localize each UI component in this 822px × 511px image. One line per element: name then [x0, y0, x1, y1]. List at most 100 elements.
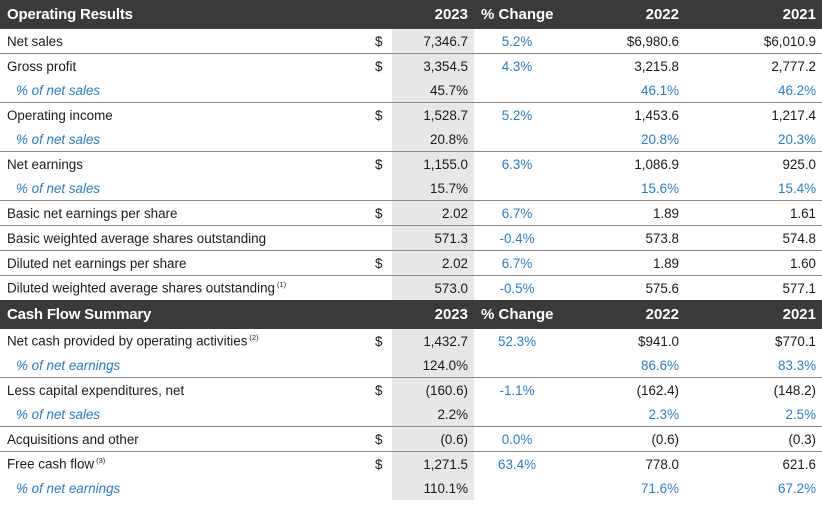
value-2021: 2.5% [785, 406, 816, 422]
value-2023: 20.8% [392, 127, 474, 152]
table-row: Operating income $1,528.7 5.2% 1,453.6 1,217… [0, 102, 822, 127]
value-2021: $6,010.9 [763, 33, 816, 49]
value-2021: (0.3) [685, 426, 822, 452]
section-title: Cash Flow Summary [0, 300, 372, 329]
value-2021: 2,777.2 [685, 53, 822, 78]
year-2021-header: 2021 [685, 0, 822, 29]
value-2022: 575.6 [559, 275, 685, 300]
value-2021: 83.3% [778, 357, 816, 373]
row-label-text: % of net earnings [16, 480, 121, 496]
value-2023: 7,346.7 [392, 29, 474, 54]
table-row: Net sales $7,346.7 5.2% $6,980.6 $6,010.9 [0, 29, 822, 54]
row-label-text: Acquisitions and other [7, 431, 139, 447]
row-label-text: Diluted weighted average shares outstand… [7, 280, 275, 296]
dollar-sign [372, 78, 392, 103]
dollar-sign [372, 275, 392, 300]
value-2021: 46.2% [778, 82, 816, 98]
value-2023: 110.1% [392, 476, 474, 500]
table-row: Acquisitions and other $ (0.6) 0.0% (0.6) (0.… [0, 426, 822, 452]
value-2023: (160.6) [392, 377, 474, 402]
row-label: % of net sales [0, 176, 372, 201]
table-row: Free cash flow (3) $1,271.5 63.4% 778.0 621.6 [0, 451, 822, 476]
value-2023: 1,432.7 [392, 329, 474, 353]
row-label-text: Less capital expenditures, net [7, 382, 185, 398]
row-label: Free cash flow (3) [0, 451, 372, 476]
value-2021: 1.60 [685, 250, 822, 276]
financial-summary-table: Operating Results 2023 % Change 2022 202… [0, 0, 822, 500]
row-label-text: Diluted net earnings per share [7, 255, 187, 271]
row-label-text: Free cash flow [7, 456, 95, 472]
value-2023: 2.02 [392, 200, 474, 226]
value-2022: 3,215.8 [559, 53, 685, 78]
table-row: Net cash provided by operating activitie… [0, 329, 822, 353]
dollar-sign [372, 127, 392, 152]
row-label: Net sales [0, 29, 372, 54]
dollar-sign: $ [372, 250, 392, 276]
percent-change: 5.2% [501, 33, 533, 49]
change-header: % Change [474, 0, 559, 29]
percent-change [474, 402, 559, 427]
value-2022: 15.6% [641, 180, 679, 196]
row-label-text: Basic weighted average shares outstandin… [7, 230, 267, 246]
value-2022: 1,086.9 [559, 151, 685, 176]
row-label: Basic net earnings per share [0, 200, 372, 226]
value-2022: $941.0 [638, 333, 679, 349]
percent-change [474, 78, 559, 103]
table-row: Basic net earnings per share $2.02 6.7% 1.8… [0, 200, 822, 226]
dollar-sign: $ [372, 53, 392, 78]
percent-change: 4.3% [474, 53, 559, 78]
table-row: Diluted weighted average shares outstand… [0, 275, 822, 300]
row-label: Operating income [0, 102, 372, 127]
value-2022: 2.3% [648, 406, 679, 422]
value-2022: (162.4) [559, 377, 685, 402]
section-title: Operating Results [0, 0, 372, 29]
row-label: Basic weighted average shares outstandin… [0, 225, 372, 251]
row-label-text: % of net sales [16, 406, 101, 422]
row-label-text: Net earnings [7, 156, 83, 172]
dollar-sign: $ [372, 426, 392, 452]
row-label: % of net earnings [0, 353, 372, 378]
value-2023: 571.3 [392, 225, 474, 251]
row-label: Net cash provided by operating activitie… [0, 329, 372, 353]
row-label-text: % of net sales [16, 131, 101, 147]
value-2022: $6,980.6 [626, 33, 679, 49]
dollar-sign [372, 402, 392, 427]
percent-row: % of net earnings 124.0% 86.6% 83.3% [0, 353, 822, 378]
percent-change [474, 476, 559, 500]
value-2022: 573.8 [559, 225, 685, 251]
change-header: % Change [474, 300, 559, 329]
footnote-marker: (1) [277, 280, 287, 290]
dollar-sign [372, 176, 392, 201]
row-label: % of net sales [0, 78, 372, 103]
value-2022: 46.1% [641, 82, 679, 98]
value-2021: 621.6 [685, 451, 822, 476]
value-2022: (0.6) [559, 426, 685, 452]
footnote-marker: (3) [96, 456, 106, 466]
row-label: Diluted weighted average shares outstand… [0, 275, 372, 300]
value-2023: 2.2% [392, 402, 474, 427]
percent-row: % of net sales 45.7% 46.1% 46.2% [0, 78, 822, 103]
percent-change: -0.4% [474, 225, 559, 251]
dollar-sign: $ [372, 377, 392, 402]
value-2021: 574.8 [685, 225, 822, 251]
row-label: Diluted net earnings per share [0, 250, 372, 276]
percent-change: 0.0% [474, 426, 559, 452]
dollar-sign [372, 476, 392, 500]
row-label: % of net sales [0, 127, 372, 152]
value-2022: 1,453.6 [559, 102, 685, 127]
dollar-sign [372, 225, 392, 251]
row-label-text: % of net earnings [16, 357, 121, 373]
value-2023: 1,155.0 [392, 151, 474, 176]
row-label-text: Net cash provided by operating activitie… [7, 333, 248, 349]
value-2022: 1.89 [559, 250, 685, 276]
percent-change: 5.2% [474, 102, 559, 127]
year-2021-header: 2021 [685, 300, 822, 329]
percent-change [474, 127, 559, 152]
dollar-sign: $ [372, 151, 392, 176]
row-label-text: Operating income [7, 107, 113, 123]
value-2023: 15.7% [392, 176, 474, 201]
percent-change: 52.3% [498, 333, 536, 349]
percent-row: % of net sales 2.2% 2.3% 2.5% [0, 402, 822, 427]
cash-flow-summary-section: Cash Flow Summary 2023 % Change 2022 202… [0, 300, 822, 500]
percent-row: % of net earnings 110.1% 71.6% 67.2% [0, 476, 822, 500]
